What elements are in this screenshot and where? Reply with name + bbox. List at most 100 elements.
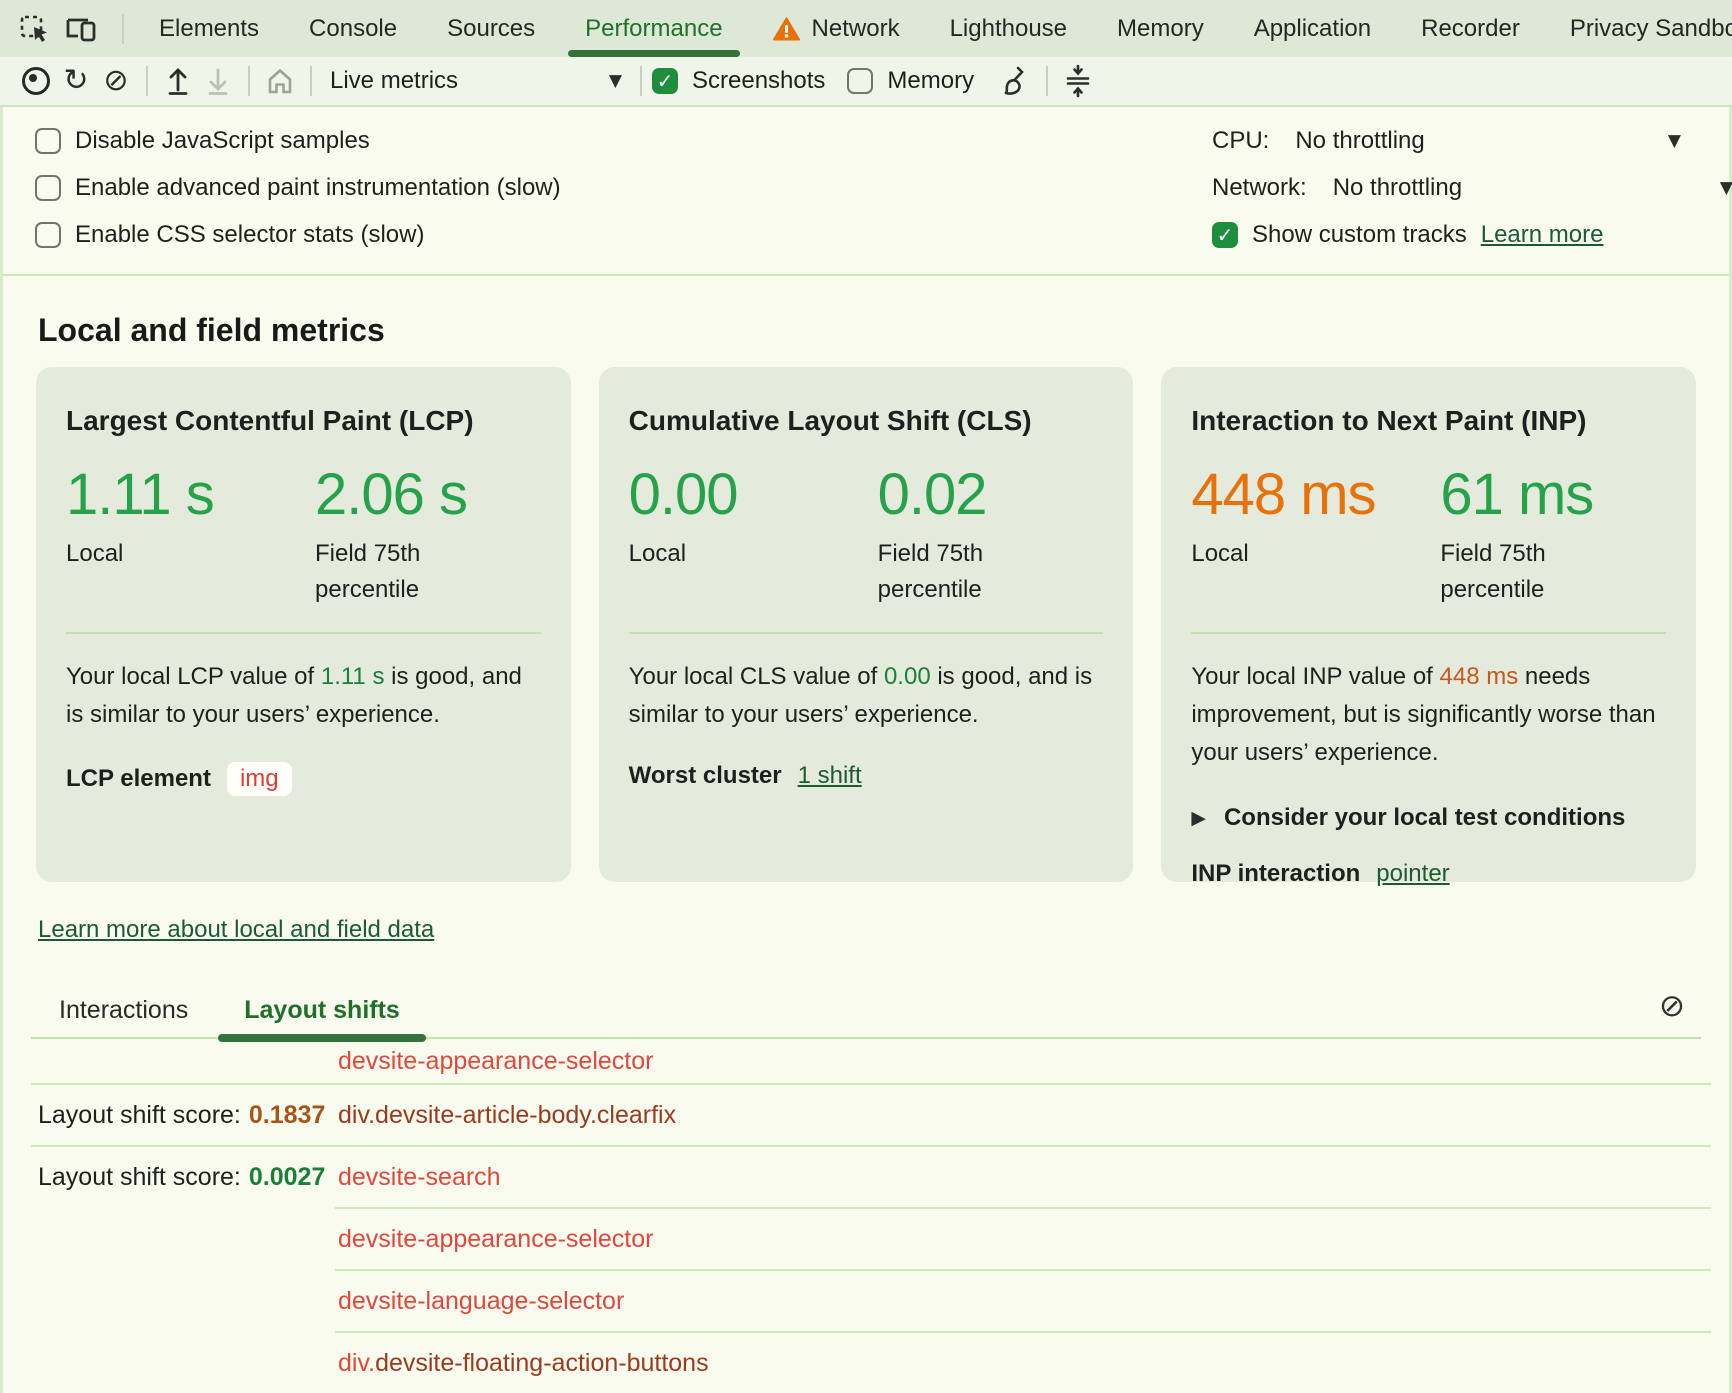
history-dropdown-value: Live metrics — [330, 67, 459, 94]
inp-field-value: 61 ms — [1440, 462, 1594, 527]
tab-performance[interactable]: Performance — [560, 0, 747, 57]
layout-shift-row[interactable]: devsite-appearance-selector — [3, 1209, 1729, 1269]
collapse-details-button[interactable] — [1058, 61, 1098, 101]
disclosure-triangle-icon: ▶ — [1191, 807, 1206, 829]
tab-memory[interactable]: Memory — [1117, 14, 1204, 42]
history-dropdown[interactable]: Live metrics ▼ — [322, 67, 630, 95]
tab-network[interactable]: Network — [748, 0, 925, 57]
screenshots-label: Screenshots — [692, 67, 826, 94]
performance-toolbar: ↻ ⊘ Live metrics ▼ ✓ Screenshots ✓ Memor… — [0, 57, 1732, 107]
cpu-throttling-select[interactable]: No throttling — [1295, 126, 1425, 154]
tab-application[interactable]: Application — [1253, 14, 1372, 42]
upload-icon — [168, 68, 188, 95]
cls-card: Cumulative Layout Shift (CLS) 0.00 Local… — [598, 367, 1134, 882]
node-link[interactable]: devsite-floating-action-buttons — [375, 1348, 709, 1377]
reload-icon: ↻ — [63, 63, 89, 98]
tab-elements[interactable]: Elements — [159, 14, 260, 42]
divider — [640, 66, 642, 96]
save-profile-button[interactable] — [198, 61, 238, 101]
chevron-down-icon[interactable]: ▼ — [1667, 130, 1681, 151]
row-divider — [335, 1207, 1711, 1209]
clear-log-button[interactable]: ⊘ — [1659, 988, 1685, 1024]
inp-description: Your local INP value of 448 ms needs imp… — [1191, 663, 1656, 766]
tab-sources[interactable]: Sources — [447, 14, 536, 42]
layout-shift-row[interactable]: div.devsite-floating-action-buttons — [338, 1348, 709, 1377]
tab-privacy-sandbox[interactable]: Privacy Sandbox — [1569, 14, 1732, 42]
tab-recorder[interactable]: Recorder — [1421, 14, 1520, 42]
worst-cluster-link[interactable]: 1 shift — [797, 762, 862, 789]
divider — [122, 13, 124, 44]
local-test-conditions-disclosure[interactable]: ▶ Consider your local test conditions — [1191, 804, 1626, 831]
lcp-element-link[interactable]: img — [226, 762, 292, 796]
lcp-card-title: Largest Contentful Paint (LCP) — [66, 405, 474, 436]
download-icon — [208, 68, 228, 95]
divider — [310, 66, 312, 96]
lcp-field-label: Field 75th percentile — [315, 540, 421, 603]
layout-shift-row[interactable]: devsite-language-selector — [3, 1271, 1729, 1331]
cls-field-label: Field 75th percentile — [877, 540, 984, 603]
cls-card-title: Cumulative Layout Shift (CLS) — [628, 405, 1032, 436]
device-toolbar-icon[interactable] — [64, 12, 98, 46]
cls-description: Your local CLS value of 0.00 is good, an… — [628, 663, 1093, 728]
chevron-down-icon[interactable]: ▼ — [1719, 177, 1732, 198]
show-custom-tracks-checkbox[interactable]: ✓ — [1212, 221, 1238, 248]
live-metrics-home-button[interactable] — [260, 61, 300, 101]
row-divider — [31, 1145, 1711, 1147]
network-throttling-select[interactable]: No throttling — [1332, 173, 1463, 201]
layout-shift-row[interactable]: Layout shift score: 0.1837 div.devsite-ar… — [38, 1100, 677, 1129]
inspect-element-icon[interactable] — [18, 12, 50, 46]
inp-interaction-link[interactable]: pointer — [1376, 860, 1450, 887]
garbage-collect-button[interactable] — [996, 61, 1036, 101]
setting-css-selector-stats[interactable]: ✓ Enable CSS selector stats (slow) — [35, 211, 561, 258]
lcp-field-value: 2.06 s — [315, 462, 468, 527]
node-link[interactable]: devsite-appearance-selector — [338, 1224, 654, 1253]
load-profile-button[interactable] — [158, 61, 198, 101]
lcp-element-label: LCP element — [66, 765, 211, 792]
record-button[interactable] — [16, 61, 56, 101]
log-tab-bar: Interactions Layout shifts ⊘ — [31, 988, 1701, 1042]
node-link[interactable]: devsite-search — [338, 1162, 501, 1191]
tab-interactions[interactable]: Interactions — [59, 996, 189, 1024]
setting-disable-js-samples[interactable]: ✓ Disable JavaScript samples — [35, 117, 561, 164]
divider — [248, 66, 250, 96]
divider — [66, 632, 541, 634]
lcp-local-value: 1.11 s — [66, 462, 215, 527]
memory-toggle[interactable]: ✓ Memory — [847, 67, 974, 95]
node-link[interactable]: div.devsite-article-body.clearfix — [338, 1100, 677, 1129]
metric-cards: Largest Contentful Paint (LCP) 1.11 s Lo… — [36, 367, 1697, 887]
row-divider — [335, 1269, 1711, 1271]
memory-checkbox[interactable]: ✓ — [847, 68, 874, 94]
cls-local-value: 0.00 — [628, 462, 739, 527]
advanced-paint-checkbox[interactable]: ✓ — [35, 174, 61, 201]
local-field-data-learn-more-link[interactable]: Learn more about local and field data — [38, 916, 435, 943]
network-throttling-row: Network: No throttling ▼ — [1212, 164, 1732, 211]
clear-icon: ⊘ — [103, 63, 129, 98]
panel-body: ✓ Disable JavaScript samples ✓ Enable ad… — [0, 107, 1732, 1393]
screenshots-checkbox[interactable]: ✓ — [652, 68, 678, 94]
screenshots-toggle[interactable]: ✓ Screenshots — [652, 67, 825, 95]
collapse-icon — [1066, 64, 1090, 98]
disable-js-samples-checkbox[interactable]: ✓ — [35, 127, 61, 154]
reload-and-record-button[interactable]: ↻ — [56, 61, 96, 101]
clear-button[interactable]: ⊘ — [96, 61, 136, 101]
tab-layout-shifts[interactable]: Layout shifts — [216, 992, 428, 1042]
layout-shift-row[interactable]: devsite-appearance-selector — [3, 1039, 1729, 1083]
row-divider — [31, 1083, 1711, 1085]
capture-settings: ✓ Disable JavaScript samples ✓ Enable ad… — [3, 107, 1732, 276]
tab-console[interactable]: Console — [309, 14, 398, 42]
inp-card-title: Interaction to Next Paint (INP) — [1191, 405, 1587, 436]
node-link[interactable]: devsite-appearance-selector — [338, 1046, 654, 1075]
node-link[interactable]: devsite-language-selector — [338, 1286, 625, 1315]
show-custom-tracks-row[interactable]: ✓ Show custom tracks Learn more — [1212, 211, 1729, 258]
layout-shift-row[interactable]: Layout shift score: 0.0027 devsite-search — [38, 1162, 501, 1191]
css-selector-stats-checkbox[interactable]: ✓ — [35, 221, 61, 248]
inp-card: Interaction to Next Paint (INP) 448 ms L… — [1161, 367, 1697, 887]
custom-tracks-learn-more-link[interactable]: Learn more — [1480, 220, 1604, 248]
inp-interaction-label: INP interaction — [1191, 860, 1361, 887]
setting-advanced-paint[interactable]: ✓ Enable advanced paint instrumentation … — [35, 164, 561, 211]
cls-local-label: Local — [628, 540, 687, 567]
tab-lighthouse[interactable]: Lighthouse — [949, 14, 1068, 42]
chevron-down-icon: ▼ — [608, 71, 622, 91]
devtools-tab-bar: Elements Console Sources Performance Net… — [0, 0, 1732, 57]
cpu-throttling-row: CPU: No throttling ▼ — [1212, 117, 1729, 164]
